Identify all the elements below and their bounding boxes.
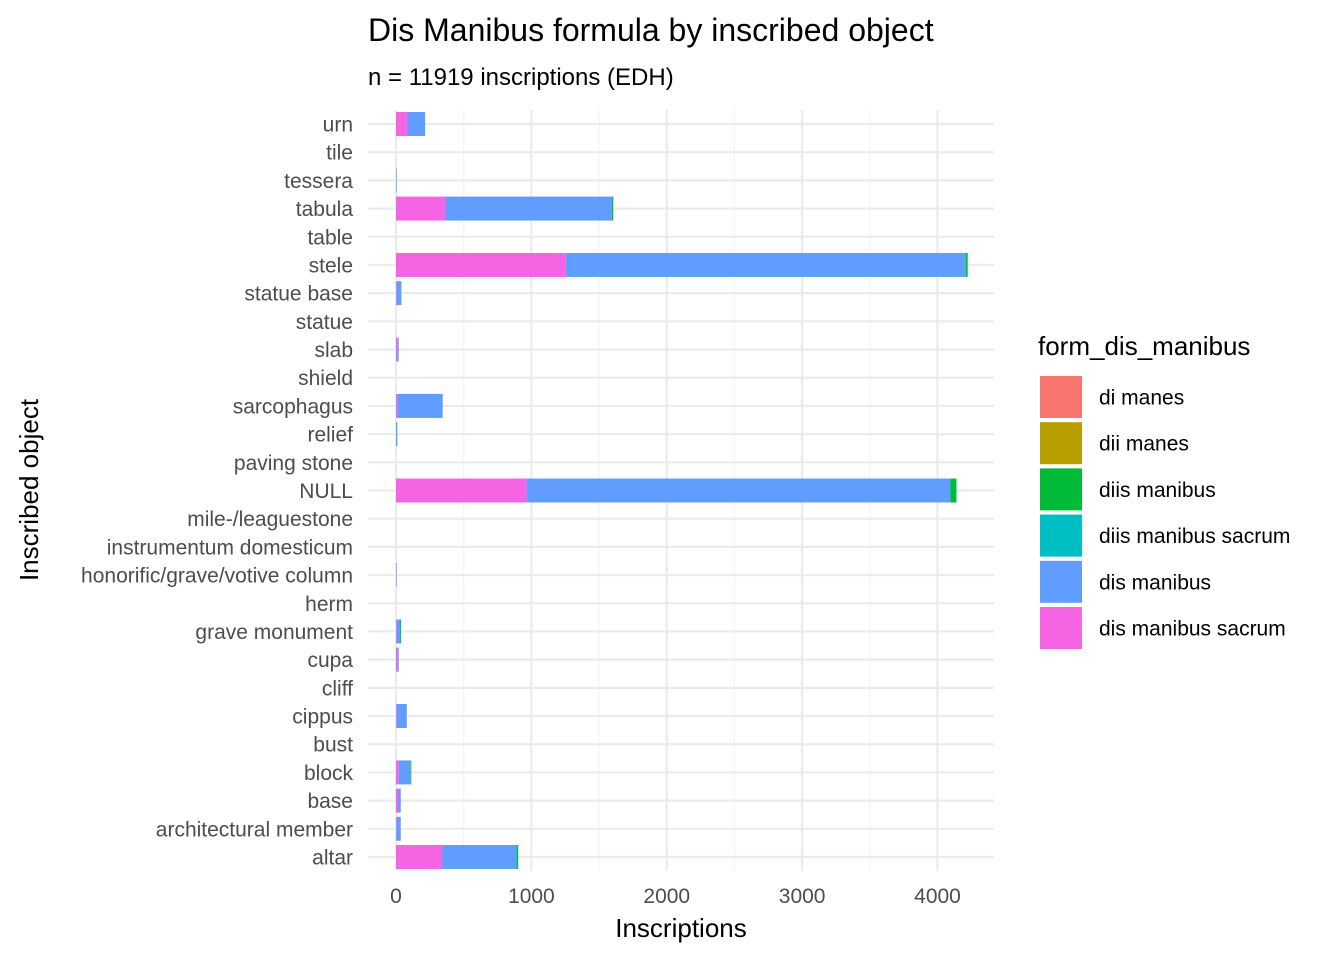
y-tick-label: sarcophagus: [233, 395, 353, 418]
bar-segment: [445, 196, 612, 221]
bar-segment: [396, 816, 401, 841]
bar-segment: [396, 619, 397, 644]
chart-title: Dis Manibus formula by inscribed object: [368, 12, 934, 48]
legend-key: [1040, 607, 1082, 649]
bar-segment: [396, 112, 408, 136]
x-tick-label: 2000: [643, 885, 690, 908]
y-tick-label: tessera: [284, 170, 353, 193]
bar-segment: [396, 252, 566, 277]
y-tick-label: shield: [298, 367, 353, 390]
legend-key: [1040, 514, 1082, 557]
bar-segment: [565, 252, 966, 277]
y-tick-label: honorific/grave/votive column: [81, 565, 353, 588]
y-tick-label: stele: [309, 254, 353, 277]
bar-segment: [400, 619, 401, 644]
x-tick-label: 1000: [508, 885, 555, 908]
y-axis-title: Inscribed object: [14, 398, 44, 581]
legend: form_dis_manibus di manes dii manes diis m…: [1038, 331, 1290, 649]
legend-label: dis manibus sacrum: [1099, 618, 1286, 641]
bar-segment: [396, 281, 397, 306]
legend-key: [1040, 422, 1082, 465]
bar-segment: [396, 563, 397, 588]
bar-segment: [611, 196, 614, 221]
bar-segment: [396, 704, 407, 729]
bar-segment: [396, 422, 398, 447]
x-tick-labels: 0 1000 2000 3000 4000: [390, 885, 961, 908]
bar-segment: [965, 252, 968, 277]
bar-segment: [516, 845, 519, 869]
legend-label: dis manibus: [1099, 571, 1211, 594]
y-tick-label: grave monument: [195, 621, 353, 644]
y-tick-labels: altar architectural member base block bust ci…: [81, 114, 353, 870]
bar-segment: [396, 619, 401, 644]
y-tick-label: tabula: [296, 198, 354, 221]
bar-segment: [442, 845, 517, 869]
bar-segment: [397, 647, 399, 672]
y-tick-label: cliff: [322, 677, 353, 700]
bar-segment: [410, 760, 411, 785]
bar-segment: [397, 393, 443, 418]
legend-key: [1040, 560, 1082, 603]
legend-key: [1040, 376, 1082, 418]
y-tick-label: urn: [323, 114, 353, 137]
bar-segment: [397, 337, 399, 362]
legend-title: form_dis_manibus: [1038, 331, 1250, 361]
y-tick-label: relief: [307, 424, 353, 447]
x-tick-label: 4000: [914, 885, 961, 908]
bars: [396, 112, 968, 869]
bar-segment: [398, 788, 401, 813]
bar-segment: [516, 845, 517, 869]
bar-segment: [396, 760, 399, 785]
bar-segment: [407, 112, 426, 136]
y-tick-label: paving stone: [234, 452, 353, 475]
bar-segment: [396, 845, 443, 869]
legend-label: diis manibus sacrum: [1099, 525, 1290, 548]
x-axis-title: Inscriptions: [615, 913, 747, 943]
bar-segment: [398, 760, 411, 785]
bar-segment: [396, 281, 402, 306]
y-tick-label: slab: [314, 339, 353, 362]
bar-segment: [950, 478, 957, 503]
bar-segment: [396, 816, 397, 841]
legend-key: [1040, 468, 1082, 511]
y-tick-label: architectural member: [156, 818, 353, 841]
bar-segment: [396, 337, 398, 362]
bar-segment: [396, 168, 397, 193]
y-tick-label: block: [304, 762, 354, 785]
y-tick-label: NULL: [299, 480, 353, 503]
legend-label: di manes: [1099, 387, 1184, 410]
bar-segment: [410, 760, 412, 785]
y-tick-label: instrumentum domesticum: [107, 536, 353, 559]
bar-segment: [396, 704, 397, 729]
y-tick-label: altar: [312, 847, 353, 870]
bar-segment: [396, 478, 527, 503]
legend-label: diis manibus: [1099, 479, 1216, 502]
y-tick-label: statue: [296, 311, 353, 334]
bar-segment: [396, 196, 446, 221]
y-tick-label: statue base: [244, 283, 353, 306]
chart-subtitle: n = 11919 inscriptions (EDH): [368, 64, 674, 91]
y-tick-label: cippus: [292, 706, 353, 729]
bar-segment: [396, 393, 398, 418]
y-tick-label: tile: [326, 142, 353, 165]
y-tick-label: cupa: [307, 649, 353, 672]
y-tick-label: table: [307, 226, 353, 249]
bar-segment: [400, 619, 402, 644]
bar-segment: [965, 252, 966, 277]
legend-label: dii manes: [1099, 433, 1189, 456]
bar-segment: [526, 478, 951, 503]
x-tick-label: 0: [390, 885, 402, 908]
bar-segment: [396, 788, 399, 813]
x-tick-label: 3000: [779, 885, 826, 908]
y-tick-label: mile-/leaguestone: [187, 508, 353, 531]
y-tick-label: bust: [313, 734, 353, 757]
bar-segment: [396, 647, 398, 672]
y-tick-label: herm: [305, 593, 353, 616]
y-tick-label: base: [307, 790, 353, 813]
